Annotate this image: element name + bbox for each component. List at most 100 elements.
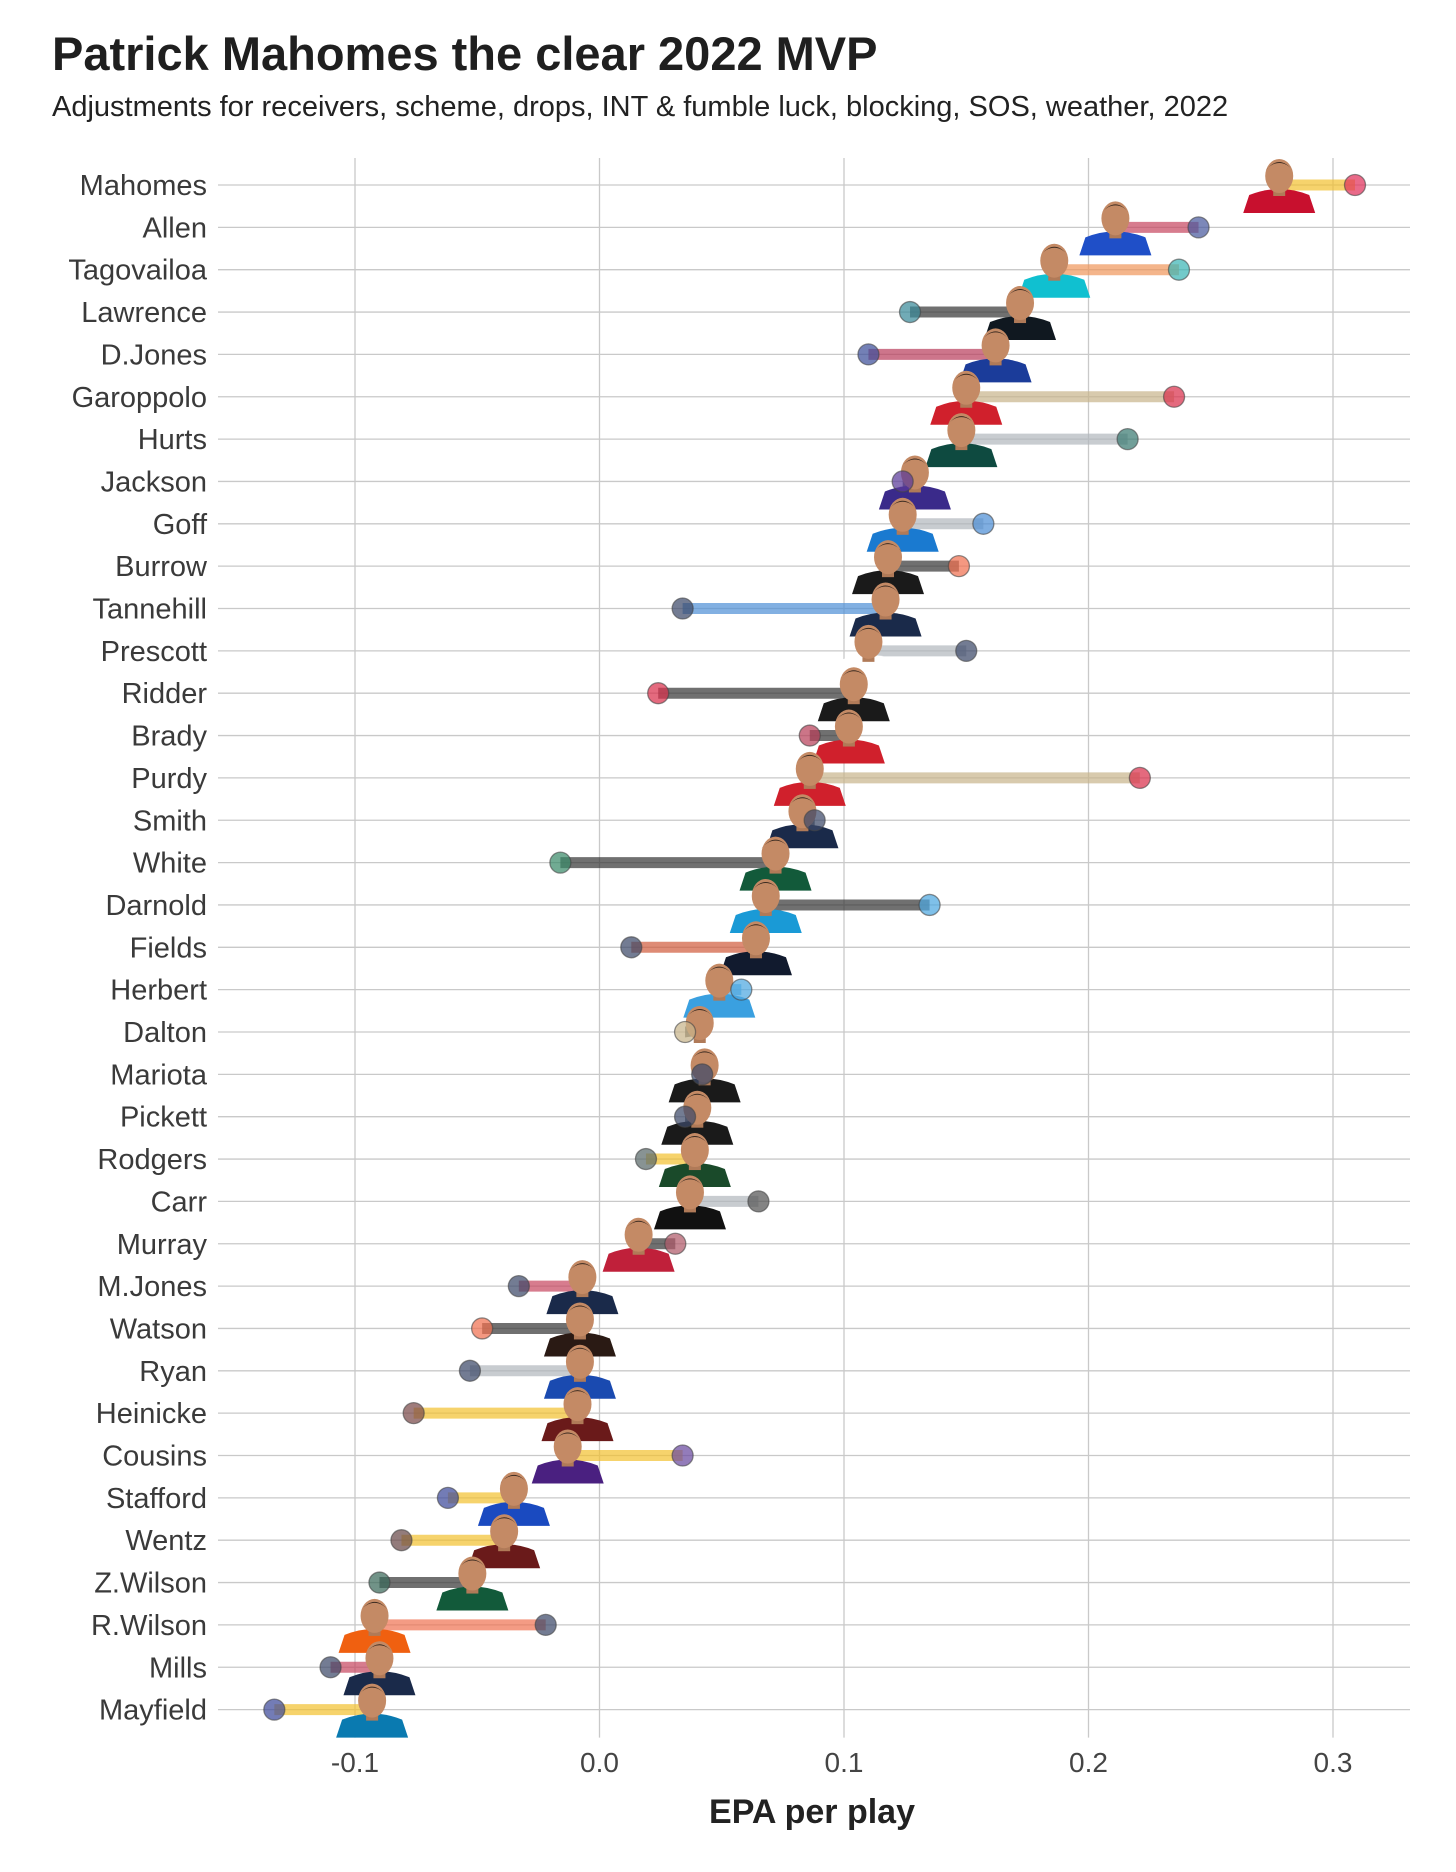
headshot-face	[675, 1175, 704, 1210]
player-label: Ryan	[139, 1356, 207, 1388]
player-label: Wentz	[125, 1525, 207, 1557]
headshot-hair	[741, 924, 770, 934]
player-headshot	[719, 921, 792, 976]
headshot-jersey	[468, 1544, 541, 1569]
adjusted-point	[1162, 385, 1186, 408]
player-label: Ridder	[122, 678, 208, 710]
headshot-hair	[565, 1347, 594, 1357]
adjusted-point	[947, 555, 971, 578]
x-tick-label: 0.2	[1069, 1747, 1108, 1778]
adjusted-point	[470, 1317, 494, 1340]
player-label: Cousins	[102, 1441, 207, 1473]
headshot-jersey	[930, 400, 1003, 425]
player-label: Goff	[153, 509, 208, 541]
headshot-hair	[1006, 289, 1035, 299]
player-label: Prescott	[101, 636, 207, 668]
adjusted-point	[620, 936, 643, 959]
player-headshot	[773, 751, 846, 806]
headshot-face	[358, 1683, 387, 1718]
player-label: D.Jones	[101, 339, 207, 371]
player-headshot	[930, 370, 1003, 425]
chart-title: Patrick Mahomes the clear 2022 MVP	[52, 27, 878, 80]
headshot-hair	[871, 585, 900, 595]
player-label: Mahomes	[80, 170, 207, 202]
adjusted-point	[798, 724, 821, 747]
headshot-jersey	[1243, 189, 1316, 213]
adjusted-point	[918, 893, 941, 917]
headshot-face	[568, 1260, 597, 1295]
adjusted-point	[1167, 258, 1191, 281]
adjusted-point	[1343, 173, 1367, 197]
grid-layer	[218, 158, 1410, 1738]
headshot-face	[1040, 243, 1069, 278]
headshot-hair	[900, 458, 929, 468]
player-label: Lawrence	[81, 297, 207, 329]
adjusted-point	[390, 1529, 413, 1552]
adjusted-point	[319, 1656, 342, 1679]
chart-subtitle: Adjustments for receivers, scheme, drops…	[52, 91, 1229, 123]
headshot-hair	[690, 1051, 719, 1061]
player-headshot	[543, 1302, 616, 1357]
headshot-hair	[1101, 204, 1130, 214]
player-headshot	[1079, 201, 1152, 256]
headshot-hair	[490, 1517, 519, 1527]
player-label: Tagovailoa	[68, 255, 208, 287]
headshot-hair	[680, 1136, 709, 1146]
adjusted-point	[402, 1402, 425, 1425]
headshot-jersey	[661, 1120, 734, 1145]
x-tick-label: 0.3	[1314, 1747, 1353, 1778]
player-label: Purdy	[131, 763, 207, 795]
adjusted-point	[898, 300, 922, 324]
label-layer: -0.1 0.0 0.1 0.2 0.3 Mahomes Allen Tagovailoa La…	[68, 170, 1352, 1778]
headshot-face	[553, 1429, 582, 1464]
adjusted-point	[972, 512, 995, 535]
headshot-jersey	[1079, 231, 1152, 256]
headshot-jersey	[543, 1374, 616, 1399]
headshot-hair	[675, 1178, 704, 1188]
headshot-jersey	[336, 1713, 409, 1738]
player-label: Mills	[149, 1652, 207, 1684]
headshot-face	[565, 1302, 594, 1337]
player-headshot	[436, 1556, 509, 1611]
player-label: Garoppolo	[72, 382, 207, 414]
player-headshot	[852, 540, 925, 595]
player-label: Stafford	[106, 1483, 207, 1515]
player-headshot	[812, 709, 885, 764]
headshot-face	[563, 1387, 592, 1422]
player-label: R.Wilson	[91, 1610, 207, 1642]
player-label: Fields	[130, 932, 207, 964]
player-label: Smith	[133, 805, 207, 837]
adjusted-point	[507, 1274, 530, 1298]
player-headshot	[343, 1641, 416, 1696]
adjusted-point	[1116, 427, 1139, 451]
headshot-face	[680, 1133, 709, 1168]
headshot-jersey	[925, 443, 998, 468]
headshot-jersey	[817, 697, 890, 722]
headshot-jersey	[812, 739, 885, 764]
adjusted-point	[647, 682, 670, 705]
headshot-hair	[839, 670, 868, 680]
adjusted-point	[458, 1359, 482, 1382]
headshot-hair	[751, 881, 780, 891]
headshot-face	[834, 709, 863, 744]
headshot-hair	[761, 839, 790, 849]
player-headshot	[546, 1260, 619, 1315]
adjusted-point	[549, 851, 572, 874]
headshot-hair	[365, 1644, 394, 1654]
headshot-jersey	[1018, 273, 1091, 298]
headshot-hair	[358, 1686, 387, 1696]
headshot-hair	[624, 1220, 653, 1230]
headshot-hair	[553, 1432, 582, 1442]
adjusted-point	[634, 1147, 658, 1171]
headshot-jersey	[543, 1332, 616, 1357]
headshot-face	[761, 836, 790, 871]
headshot-face	[705, 963, 734, 998]
headshot-face	[981, 328, 1010, 363]
headshot-jersey	[602, 1247, 675, 1272]
adjusted-point	[955, 639, 978, 662]
headshot-face	[888, 497, 917, 532]
player-headshot	[541, 1387, 614, 1442]
player-label: Mariota	[110, 1059, 208, 1091]
headshot-hair	[788, 797, 817, 807]
